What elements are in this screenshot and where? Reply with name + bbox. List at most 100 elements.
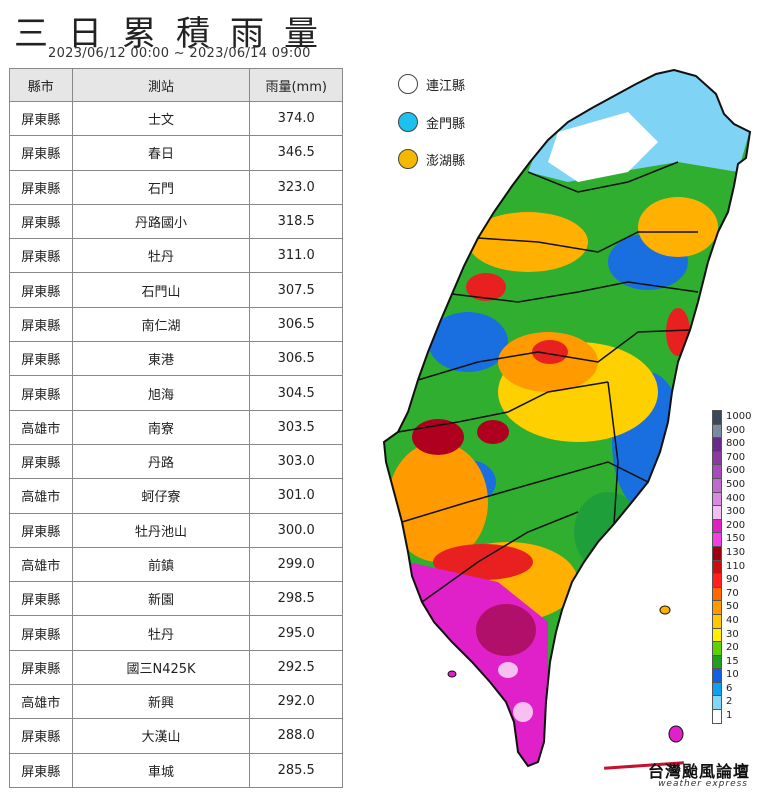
legend-label: 金門縣 xyxy=(426,116,466,132)
county-cell: 高雄市 xyxy=(9,478,73,514)
station-cell: 前鎮 xyxy=(71,546,251,583)
scale-label: 110 xyxy=(726,560,746,572)
rainfall-cell: 311.0 xyxy=(249,238,343,274)
scale-label: 600 xyxy=(726,465,746,477)
county-cell: 屏東縣 xyxy=(9,100,73,137)
date-range: 2023/06/12 00:00 ~ 2023/06/14 09:00 xyxy=(48,46,311,61)
county-cell: 屏東縣 xyxy=(9,169,73,205)
rainfall-cell: 295.0 xyxy=(249,615,343,651)
scale-color-box xyxy=(712,518,722,533)
table-row: 高雄市 蚵仔寮 301.0 xyxy=(9,478,343,514)
station-cell: 牡丹 xyxy=(71,615,251,651)
county-cell: 屏東縣 xyxy=(9,443,73,480)
scale-color-box xyxy=(712,586,722,601)
legend-penghu: 澎湖縣 xyxy=(398,149,465,169)
county-boundaries xyxy=(397,161,699,603)
table-row: 屏東縣 春日 346.5 xyxy=(9,135,343,171)
scale-label: 1000 xyxy=(726,411,752,422)
rainfall-cell: 303.5 xyxy=(249,409,343,445)
station-cell: 旭海 xyxy=(71,375,251,411)
station-cell: 牡丹池山 xyxy=(71,512,251,548)
brand-logo: 台灣颱風論壇 weather express xyxy=(603,752,754,792)
county-cell: 屏東縣 xyxy=(9,203,73,240)
rainfall-cell: 292.5 xyxy=(249,649,343,686)
table-row: 屏東縣 大漢山 288.0 xyxy=(9,718,343,754)
penghu-color-icon xyxy=(398,149,418,169)
county-cell: 高雄市 xyxy=(9,684,73,720)
scale-color-box xyxy=(712,573,722,587)
county-cell: 高雄市 xyxy=(9,409,73,445)
station-cell: 新興 xyxy=(71,684,251,720)
table-row: 屏東縣 丹路國小 318.5 xyxy=(9,203,343,240)
rainfall-cell: 323.0 xyxy=(249,169,343,205)
table-row: 屏東縣 國三N425K 292.5 xyxy=(9,649,343,686)
scale-label: 130 xyxy=(726,546,746,558)
scale-color-box xyxy=(712,559,722,574)
rainfall-cell: 301.0 xyxy=(249,478,343,514)
station-cell: 新園 xyxy=(71,581,251,617)
rain-zone-red xyxy=(666,308,690,356)
station-cell: 東港 xyxy=(71,341,251,377)
scale-color-box xyxy=(712,654,722,669)
rainfall-cell: 374.0 xyxy=(249,100,343,137)
station-cell: 石門山 xyxy=(71,272,251,308)
rainfall-cell: 285.5 xyxy=(249,752,343,788)
county-cell: 屏東縣 xyxy=(9,306,73,343)
rainfall-cell: 318.5 xyxy=(249,203,343,240)
county-cell: 屏東縣 xyxy=(9,512,73,548)
rainfall-cell: 299.0 xyxy=(249,546,343,583)
legend-label: 連江縣 xyxy=(426,78,466,94)
county-cell: 屏東縣 xyxy=(9,238,73,274)
lienchiang-color-icon xyxy=(398,74,418,94)
station-cell: 南寮 xyxy=(71,409,251,445)
scale-color-box xyxy=(712,613,722,628)
scale-color-box xyxy=(712,437,722,451)
rain-zone-darkred xyxy=(477,420,509,444)
column-header-station: 測站 xyxy=(71,68,251,102)
table-row: 屏東縣 牡丹池山 300.0 xyxy=(9,512,343,548)
rain-zone-red xyxy=(466,273,506,301)
scale-label: 700 xyxy=(726,451,746,463)
column-header-county: 縣市 xyxy=(9,68,73,102)
rainfall-cell: 306.5 xyxy=(249,306,343,343)
rain-zone-darkred xyxy=(412,419,464,455)
station-cell: 牡丹 xyxy=(71,238,251,274)
table-row: 屏東縣 丹路 303.0 xyxy=(9,443,343,480)
table-row: 屏東縣 新園 298.5 xyxy=(9,581,343,617)
rain-zone-red xyxy=(433,544,533,580)
brand-name: 台灣颱風論壇 xyxy=(647,762,750,781)
scale-label: 300 xyxy=(726,506,746,518)
table-row: 高雄市 南寮 303.5 xyxy=(9,409,343,445)
table-row: 屏東縣 旭海 304.5 xyxy=(9,375,343,411)
county-cell: 屏東縣 xyxy=(9,718,73,754)
rain-zone-white xyxy=(548,112,658,182)
county-cell: 屏東縣 xyxy=(9,272,73,308)
rainfall-scale-bar xyxy=(712,410,722,724)
table-row: 屏東縣 南仁湖 306.5 xyxy=(9,306,343,343)
legend-kinmen: 金門縣 xyxy=(398,112,465,132)
county-cell: 屏東縣 xyxy=(9,341,73,377)
rainfall-cell: 292.0 xyxy=(249,684,343,720)
county-cell: 屏東縣 xyxy=(9,649,73,686)
kinmen-color-icon xyxy=(398,112,418,132)
county-cell: 屏東縣 xyxy=(9,375,73,411)
table-row: 屏東縣 石門山 307.5 xyxy=(9,272,343,308)
county-cell: 高雄市 xyxy=(9,546,73,583)
scale-label: 15 xyxy=(726,655,739,667)
green-island xyxy=(659,605,671,615)
station-cell: 士文 xyxy=(71,100,251,137)
rainfall-cell: 300.0 xyxy=(249,512,343,548)
table-row: 高雄市 前鎮 299.0 xyxy=(9,546,343,583)
rain-zone-blue xyxy=(428,312,508,372)
liuqiu-island xyxy=(447,670,457,678)
scale-label: 800 xyxy=(726,438,746,450)
rainfall-cell: 306.5 xyxy=(249,341,343,377)
scale-label: 10 xyxy=(726,669,739,681)
county-cell: 屏東縣 xyxy=(9,581,73,617)
page-title: 三日累積雨量 xyxy=(14,14,338,54)
scale-color-box xyxy=(712,709,722,724)
rain-zone-red xyxy=(532,340,568,364)
rainfall-table: 縣市 測站 雨量(mm) 屏東縣 士文 374.0 屏東縣 春日 346.5 屏東縣 石門 32… xyxy=(9,68,343,788)
taiwan-outline xyxy=(382,68,752,768)
rain-zone-pink xyxy=(498,662,518,678)
